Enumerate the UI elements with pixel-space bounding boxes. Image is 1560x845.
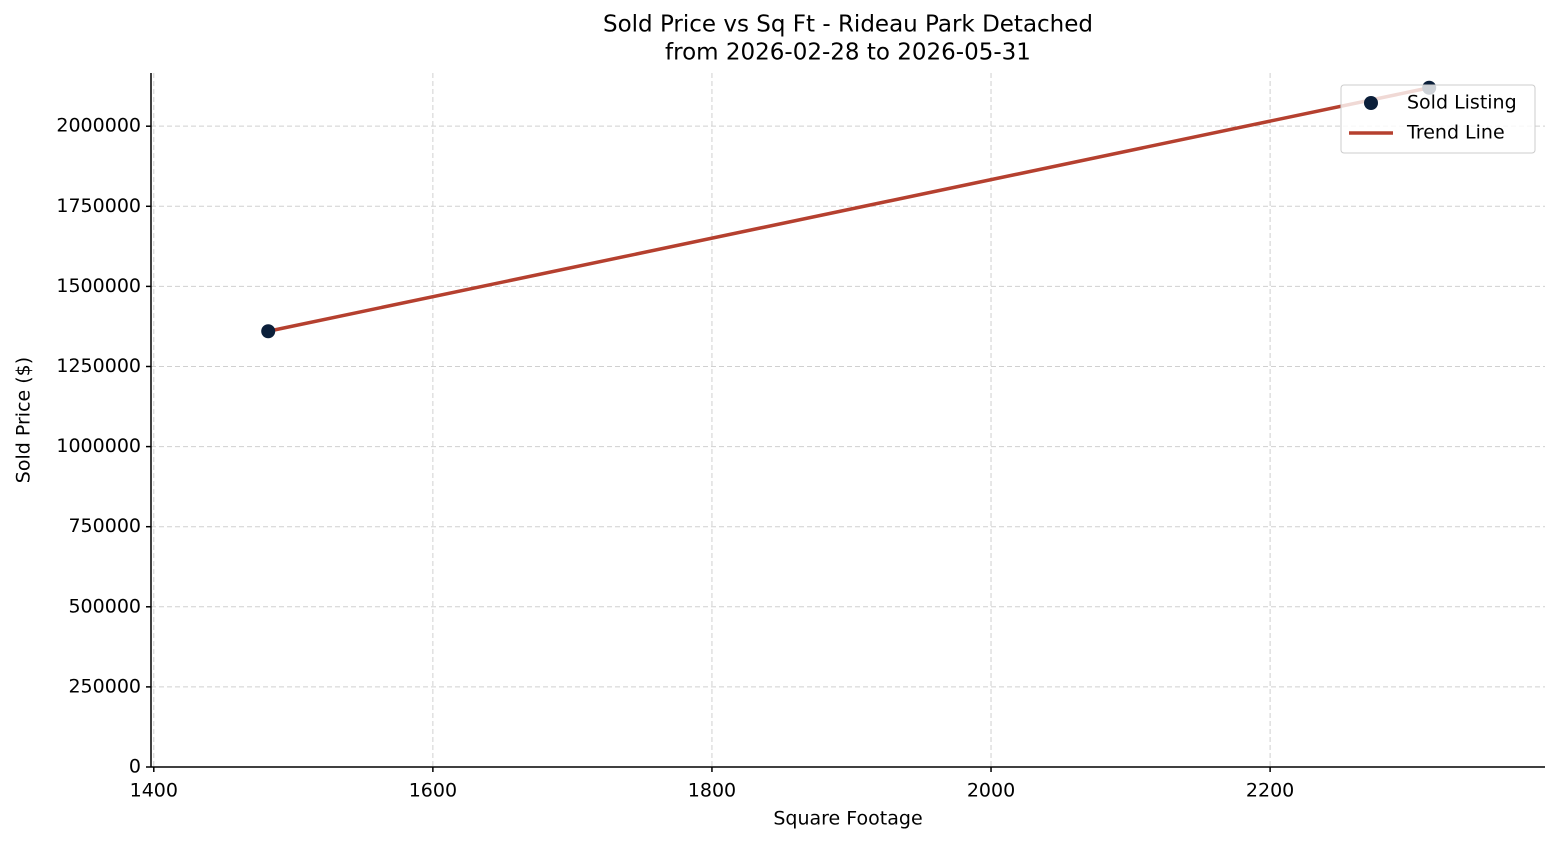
- x-axis-label: Square Footage: [773, 808, 922, 830]
- y-tick-label: 2000000: [56, 115, 141, 137]
- y-tick-label: 750000: [68, 515, 141, 537]
- legend-swatch: [1364, 96, 1378, 110]
- x-tick-label: 1600: [409, 780, 457, 802]
- y-tick-label: 1500000: [56, 275, 141, 297]
- y-tick-label: 0: [129, 756, 141, 778]
- x-tick-label: 1400: [130, 780, 178, 802]
- data-point: [261, 324, 276, 339]
- legend: Sold Listing Trend Line: [1340, 84, 1536, 154]
- chart-title: Sold Price vs Sq Ft - Rideau Park Detach…: [603, 12, 1093, 38]
- x-tick-label: 2200: [1246, 780, 1294, 802]
- trend-line: [267, 86, 1430, 333]
- chart-subtitle: from 2026-02-28 to 2026-05-31: [665, 40, 1031, 66]
- y-axis-label: Sold Price ($): [13, 357, 35, 483]
- y-tick-label: 1250000: [56, 355, 141, 377]
- x-tick-label: 1800: [688, 780, 736, 802]
- y-tick-label: 250000: [68, 675, 141, 697]
- x-tick-label: 2000: [967, 780, 1015, 802]
- legend-label: Trend Line: [1406, 122, 1505, 144]
- legend-label: Sold Listing: [1407, 92, 1517, 114]
- y-tick-label: 500000: [68, 595, 141, 617]
- legend-box: [1340, 84, 1536, 154]
- y-tick-label: 1750000: [56, 195, 141, 217]
- y-tick-label: 1000000: [56, 435, 141, 457]
